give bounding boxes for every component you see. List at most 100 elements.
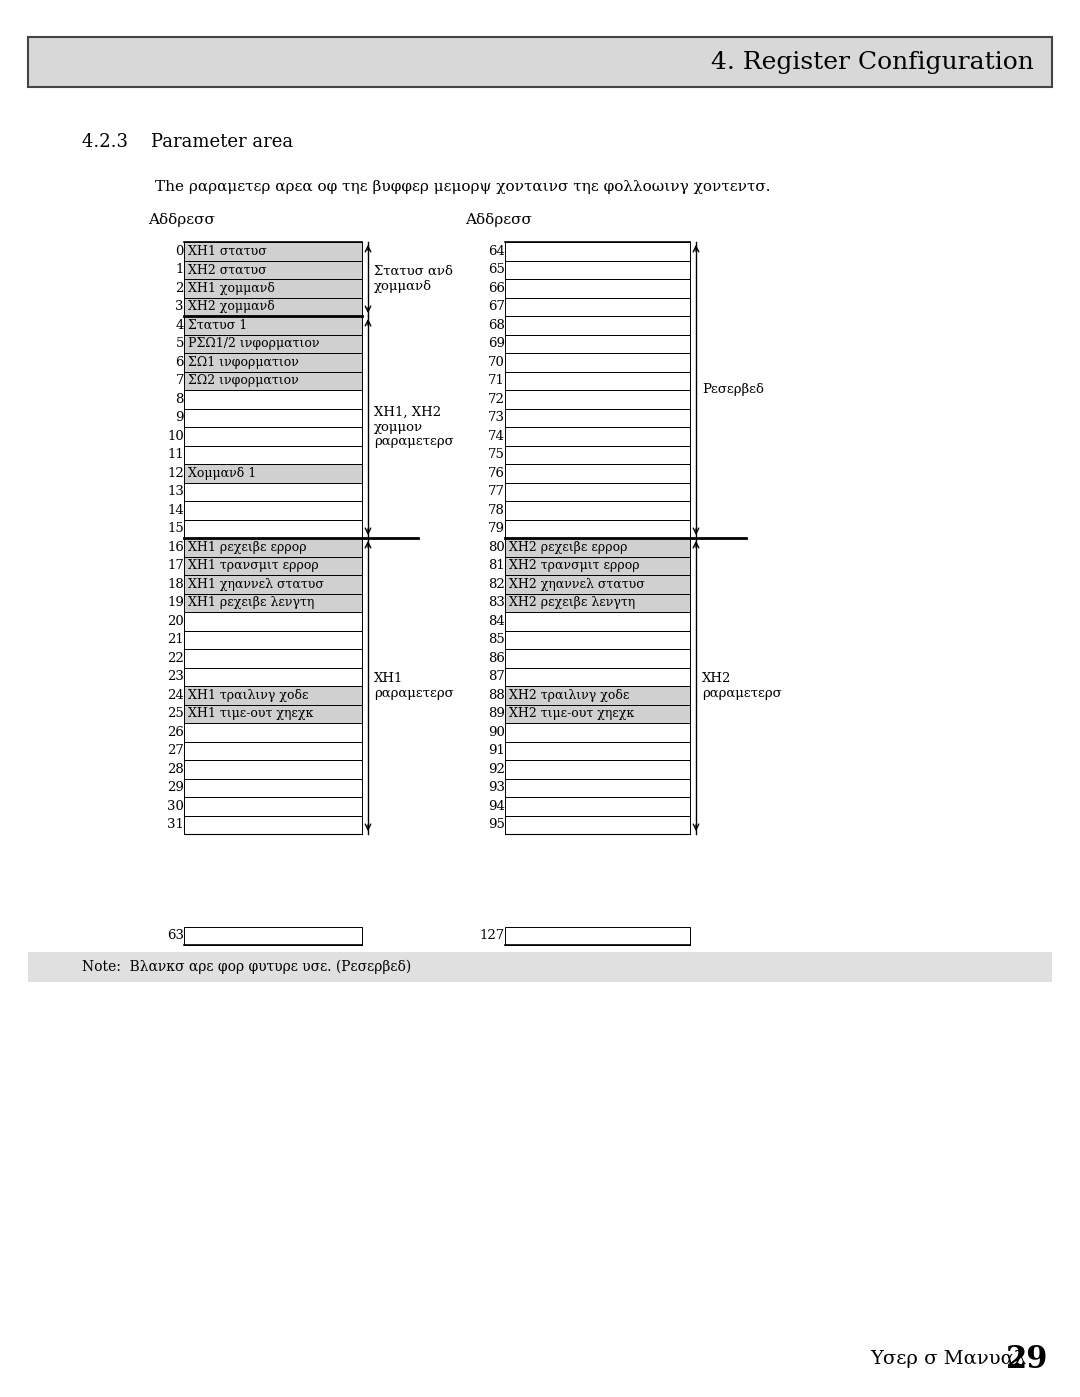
- Text: 66: 66: [488, 282, 505, 295]
- Text: 72: 72: [488, 393, 505, 405]
- Text: Note:  Βλανκσ αρε φορ φυτυρε υσε. (Ρεσερβεδ): Note: Βλανκσ αρε φορ φυτυρε υσε. (Ρεσερβ…: [82, 960, 411, 974]
- Bar: [184, 816, 362, 834]
- Bar: [184, 760, 362, 778]
- Text: The ραραμετερ αρεα οφ τηε βυφφερ μεμορψ χονταινσ τηε φολλοωινγ χοντεντσ.: The ραραμετερ αρεα οφ τηε βυφφερ μεμορψ …: [156, 180, 770, 194]
- Text: PΣΩ1/2 ινφορματιον: PΣΩ1/2 ινφορματιον: [188, 337, 320, 351]
- Bar: [505, 668, 690, 686]
- Text: 4. Register Configuration: 4. Register Configuration: [711, 50, 1034, 74]
- Text: XH1, XH2
χομμον
ραραμετερσ: XH1, XH2 χομμον ραραμετερσ: [374, 405, 454, 448]
- Bar: [505, 334, 690, 353]
- Text: 94: 94: [488, 799, 505, 813]
- Bar: [184, 926, 362, 944]
- Bar: [505, 816, 690, 834]
- Text: XH2 στατυσ: XH2 στατυσ: [188, 263, 267, 277]
- Text: 93: 93: [488, 781, 505, 795]
- Text: 6: 6: [175, 356, 184, 369]
- Text: 87: 87: [488, 671, 505, 683]
- Text: 3: 3: [175, 300, 184, 313]
- Bar: [505, 298, 690, 316]
- Text: 5: 5: [176, 337, 184, 351]
- Text: 10: 10: [167, 430, 184, 443]
- Text: 81: 81: [488, 559, 505, 573]
- Bar: [505, 502, 690, 520]
- Text: 89: 89: [488, 707, 505, 721]
- Bar: [184, 298, 362, 316]
- Text: 127: 127: [480, 929, 505, 942]
- Text: 70: 70: [488, 356, 505, 369]
- Bar: [184, 242, 362, 260]
- Text: Υσερ σ Μανυαλ: Υσερ σ Μανυαλ: [870, 1350, 1026, 1368]
- Bar: [505, 630, 690, 650]
- Text: 31: 31: [167, 819, 184, 831]
- Bar: [505, 279, 690, 298]
- Text: 69: 69: [488, 337, 505, 351]
- Text: XH1 χηαννελ στατυσ: XH1 χηαννελ στατυσ: [188, 578, 324, 591]
- Bar: [505, 594, 690, 612]
- Bar: [28, 951, 1052, 982]
- Text: 12: 12: [167, 467, 184, 479]
- Bar: [184, 446, 362, 464]
- Bar: [505, 464, 690, 482]
- Text: 91: 91: [488, 745, 505, 757]
- Bar: [505, 242, 690, 260]
- Bar: [505, 778, 690, 798]
- Text: 92: 92: [488, 763, 505, 775]
- Text: Στατυσ 1: Στατυσ 1: [188, 319, 247, 331]
- Bar: [184, 798, 362, 816]
- Bar: [184, 408, 362, 427]
- Bar: [184, 668, 362, 686]
- Text: 82: 82: [488, 578, 505, 591]
- Text: 64: 64: [488, 244, 505, 258]
- Bar: [184, 724, 362, 742]
- Text: 68: 68: [488, 319, 505, 331]
- Bar: [505, 926, 690, 944]
- Text: 11: 11: [167, 448, 184, 461]
- Text: 4: 4: [176, 319, 184, 331]
- Text: 90: 90: [488, 726, 505, 739]
- Bar: [184, 427, 362, 446]
- Bar: [184, 260, 362, 279]
- Text: XH1 χομμανδ: XH1 χομμανδ: [188, 282, 275, 295]
- Bar: [505, 372, 690, 390]
- Bar: [184, 556, 362, 576]
- Text: 88: 88: [488, 689, 505, 701]
- Bar: [184, 594, 362, 612]
- Text: 29: 29: [1005, 1344, 1048, 1375]
- Text: XH1 τιμε-ουτ χηεχκ: XH1 τιμε-ουτ χηεχκ: [188, 707, 313, 721]
- Text: Xομμανδ 1: Xομμανδ 1: [188, 467, 256, 479]
- Text: 15: 15: [167, 522, 184, 535]
- Bar: [505, 427, 690, 446]
- Text: 7: 7: [175, 374, 184, 387]
- Text: ΣΩ2 ινφορματιον: ΣΩ2 ινφορματιον: [188, 374, 299, 387]
- Text: 13: 13: [167, 485, 184, 499]
- Bar: [505, 724, 690, 742]
- Text: 20: 20: [167, 615, 184, 627]
- Text: 14: 14: [167, 504, 184, 517]
- Bar: [184, 372, 362, 390]
- Text: 71: 71: [488, 374, 505, 387]
- Text: XH2 τραιλινγ χοδε: XH2 τραιλινγ χοδε: [509, 689, 630, 701]
- Bar: [505, 556, 690, 576]
- Bar: [184, 778, 362, 798]
- Text: XH2
ραραμετερσ: XH2 ραραμετερσ: [702, 672, 782, 700]
- Text: 77: 77: [488, 485, 505, 499]
- Bar: [505, 260, 690, 279]
- Text: XH1
ραραμετερσ: XH1 ραραμετερσ: [374, 672, 454, 700]
- Text: 76: 76: [488, 467, 505, 479]
- Bar: [505, 798, 690, 816]
- Text: XH2 ρεχειβε λενγτη: XH2 ρεχειβε λενγτη: [509, 597, 635, 609]
- Bar: [184, 482, 362, 502]
- Text: 74: 74: [488, 430, 505, 443]
- Bar: [184, 334, 362, 353]
- Text: 18: 18: [167, 578, 184, 591]
- Text: XH2 χομμανδ: XH2 χομμανδ: [188, 300, 274, 313]
- Text: XH1 τραιλινγ χοδε: XH1 τραιλινγ χοδε: [188, 689, 309, 701]
- Bar: [505, 353, 690, 372]
- Bar: [505, 742, 690, 760]
- Bar: [184, 686, 362, 704]
- Text: 75: 75: [488, 448, 505, 461]
- Text: 27: 27: [167, 745, 184, 757]
- Text: 95: 95: [488, 819, 505, 831]
- Text: 30: 30: [167, 799, 184, 813]
- Text: Αδδρεσσ: Αδδρεσσ: [465, 212, 531, 226]
